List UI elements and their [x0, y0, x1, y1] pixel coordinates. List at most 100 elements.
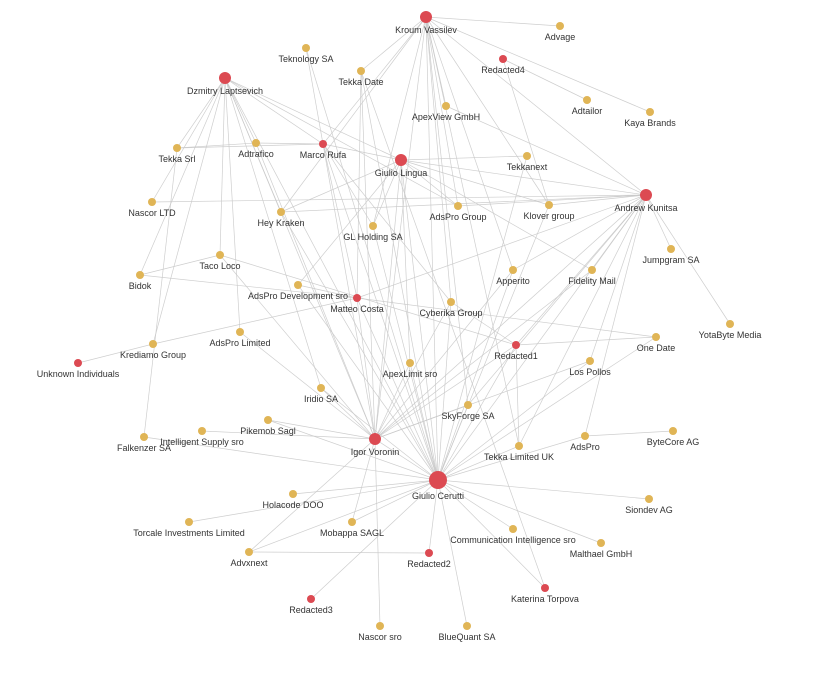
company-node-circle[interactable] [667, 245, 675, 253]
company-node-circle[interactable] [586, 357, 594, 365]
node-tekkanext[interactable]: Tekkanext [507, 152, 548, 172]
node-apperito[interactable]: Apperito [496, 266, 530, 286]
node-fidelity-mail[interactable]: Fidelity Mail [568, 266, 616, 286]
person-node-circle[interactable] [307, 595, 315, 603]
node-katerina-torpova[interactable]: Katerina Torpova [511, 584, 579, 604]
node-matteo-costa[interactable]: Matteo Costa [330, 294, 384, 314]
company-node-circle[interactable] [406, 359, 414, 367]
node-redacted3[interactable]: Redacted3 [289, 595, 333, 615]
company-node-circle[interactable] [252, 139, 260, 147]
company-node-circle[interactable] [185, 518, 193, 526]
company-node-circle[interactable] [149, 340, 157, 348]
node-krediamo-group[interactable]: Krediamo Group [120, 340, 186, 360]
company-node-circle[interactable] [245, 548, 253, 556]
company-node-circle[interactable] [669, 427, 677, 435]
company-node-circle[interactable] [148, 198, 156, 206]
node-skyforge-sa[interactable]: SkyForge SA [441, 401, 495, 421]
node-malthael-gmbh[interactable]: Malthael GmbH [570, 539, 633, 559]
node-adspro-group[interactable]: AdsPro Group [429, 202, 487, 222]
node-bytecore-ag[interactable]: ByteCore AG [647, 427, 700, 447]
node-nascor-ltd[interactable]: Nascor LTD [128, 198, 176, 218]
node-falkenzer-sa[interactable]: Falkenzer SA [117, 433, 171, 453]
company-node-circle[interactable] [509, 266, 517, 274]
person-node-circle[interactable] [541, 584, 549, 592]
node-unknown-individuals[interactable]: Unknown Individuals [37, 359, 120, 379]
person-node-circle[interactable] [395, 154, 407, 166]
company-node-circle[interactable] [523, 152, 531, 160]
node-andrew-kunitsa[interactable]: Andrew Kunitsa [614, 189, 678, 213]
company-node-circle[interactable] [597, 539, 605, 547]
person-node-circle[interactable] [219, 72, 231, 84]
company-node-circle[interactable] [317, 384, 325, 392]
node-kroum-vassilev[interactable]: Kroum Vassilev [395, 11, 457, 35]
company-node-circle[interactable] [348, 518, 356, 526]
person-node-circle[interactable] [420, 11, 432, 23]
company-node-circle[interactable] [216, 251, 224, 259]
company-node-circle[interactable] [464, 401, 472, 409]
node-tekka-date[interactable]: Tekka Date [338, 67, 384, 87]
company-node-circle[interactable] [136, 271, 144, 279]
company-node-circle[interactable] [581, 432, 589, 440]
company-node-circle[interactable] [289, 490, 297, 498]
node-bidok[interactable]: Bidok [129, 271, 152, 291]
company-node-circle[interactable] [236, 328, 244, 336]
node-giulio-lingua[interactable]: Giulio Lingua [375, 154, 428, 178]
company-node-circle[interactable] [583, 96, 591, 104]
company-node-circle[interactable] [140, 433, 148, 441]
node-iridio-sa[interactable]: Iridio SA [304, 384, 338, 404]
company-node-circle[interactable] [509, 525, 517, 533]
node-tekka-srl[interactable]: Tekka Srl [158, 144, 196, 164]
company-node-circle[interactable] [198, 427, 206, 435]
person-node-circle[interactable] [429, 471, 447, 489]
node-kaya-brands[interactable]: Kaya Brands [624, 108, 676, 128]
node-giulio-cerutti[interactable]: Giulio Cerutti [412, 471, 464, 501]
company-node-circle[interactable] [357, 67, 365, 75]
company-node-circle[interactable] [447, 298, 455, 306]
node-mobappa-sagl[interactable]: Mobappa SAGL [320, 518, 384, 538]
person-node-circle[interactable] [499, 55, 507, 63]
company-node-circle[interactable] [515, 442, 523, 450]
node-marco-rufa[interactable]: Marco Rufa [300, 140, 347, 160]
node-teknology-sa[interactable]: Teknology SA [278, 44, 334, 64]
node-torcale-investments-limited[interactable]: Torcale Investments Limited [133, 518, 245, 538]
node-redacted2[interactable]: Redacted2 [407, 549, 451, 569]
company-node-circle[interactable] [645, 495, 653, 503]
node-adspro[interactable]: AdsPro [570, 432, 600, 452]
node-adspro-development-sro[interactable]: AdsPro Development sro [248, 281, 348, 301]
node-advxnext[interactable]: Advxnext [230, 548, 268, 568]
node-one-date[interactable]: One Date [637, 333, 676, 353]
node-communication-intelligence-sro[interactable]: Communication Intelligence sro [450, 525, 576, 545]
node-nascor-sro[interactable]: Nascor sro [358, 622, 402, 642]
company-node-circle[interactable] [442, 102, 450, 110]
node-dzmitry-laptsevich[interactable]: Dzmitry Laptsevich [187, 72, 263, 96]
company-node-circle[interactable] [264, 416, 272, 424]
node-intelligent-supply-sro[interactable]: Intelligent Supply sro [160, 427, 244, 447]
node-jumpgram-sa[interactable]: Jumpgram SA [642, 245, 700, 265]
node-igor-voronin[interactable]: Igor Voronin [351, 433, 400, 457]
company-node-circle[interactable] [588, 266, 596, 274]
node-apexview-gmbh[interactable]: ApexView GmbH [412, 102, 480, 122]
company-node-circle[interactable] [173, 144, 181, 152]
node-siondev-ag[interactable]: Siondev AG [625, 495, 673, 515]
node-tekka-limited-uk[interactable]: Tekka Limited UK [484, 442, 554, 462]
company-node-circle[interactable] [454, 202, 462, 210]
node-advage[interactable]: Advage [545, 22, 576, 42]
company-node-circle[interactable] [556, 22, 564, 30]
node-gl-holding-sa[interactable]: GL Holding SA [343, 222, 403, 242]
person-node-circle[interactable] [369, 433, 381, 445]
node-adtailor[interactable]: Adtailor [572, 96, 603, 116]
company-node-circle[interactable] [646, 108, 654, 116]
node-taco-loco[interactable]: Taco Loco [199, 251, 241, 271]
node-redacted4[interactable]: Redacted4 [481, 55, 525, 75]
person-node-circle[interactable] [640, 189, 652, 201]
person-node-circle[interactable] [353, 294, 361, 302]
company-node-circle[interactable] [302, 44, 310, 52]
node-klover-group[interactable]: Klover group [523, 201, 575, 221]
node-cyberika-group[interactable]: Cyberika Group [419, 298, 483, 318]
company-node-circle[interactable] [726, 320, 734, 328]
person-node-circle[interactable] [425, 549, 433, 557]
company-node-circle[interactable] [463, 622, 471, 630]
company-node-circle[interactable] [369, 222, 377, 230]
company-node-circle[interactable] [545, 201, 553, 209]
node-hey-kraken[interactable]: Hey Kraken [257, 208, 305, 228]
